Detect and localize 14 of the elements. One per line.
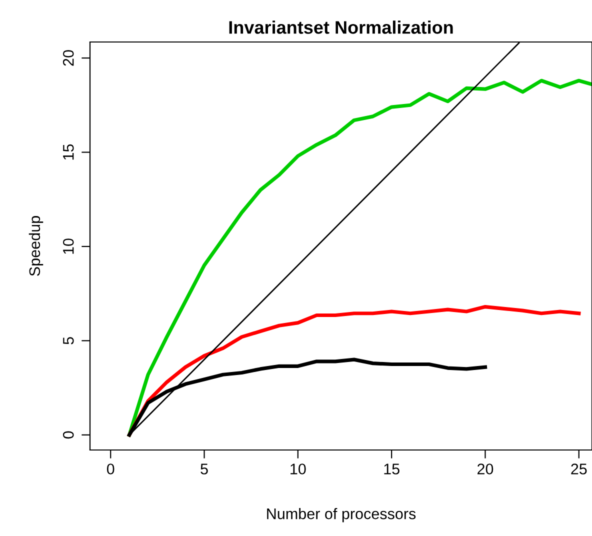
y-tick-label: 20 xyxy=(62,50,74,66)
y-tick-label: 10 xyxy=(62,238,74,254)
x-axis-title: Number of processors xyxy=(267,508,416,522)
x-tick-label: 20 xyxy=(478,464,494,474)
y-tick-label: 15 xyxy=(63,144,74,160)
x-tick-label: 10 xyxy=(290,464,306,474)
x-tick-label: 0 xyxy=(106,464,114,474)
x-tick-label: 15 xyxy=(384,464,400,474)
y-axis-title: Speedup xyxy=(28,216,44,276)
chart-title: Invariantset Normalization xyxy=(229,20,453,34)
x-tick-label: 5 xyxy=(200,464,208,474)
x-tick-label: 25 xyxy=(571,464,587,474)
y-tick-label: 5 xyxy=(63,337,74,344)
y-tick-label: 0 xyxy=(62,431,74,439)
